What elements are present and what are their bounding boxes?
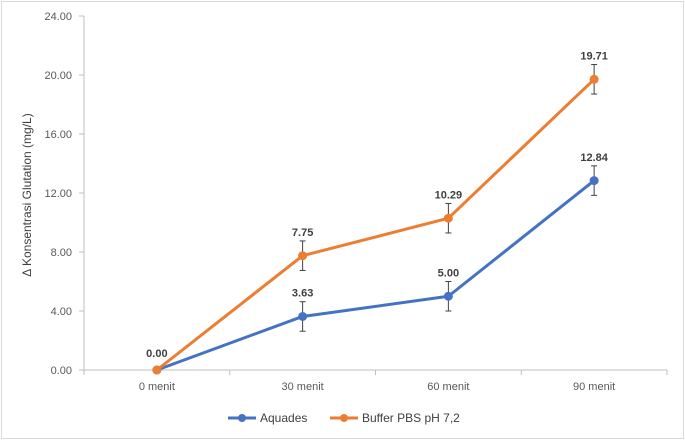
legend-label: Aquades xyxy=(260,411,307,425)
data-point xyxy=(589,74,599,84)
data-point xyxy=(443,213,453,223)
y-tick-label: 20.00 xyxy=(44,70,72,82)
x-tick-label: 90 menit xyxy=(573,381,615,393)
y-tick-label: 0.00 xyxy=(51,365,72,377)
y-axis-title: Δ Konsentrasi Glutation (mg/L) xyxy=(20,113,34,276)
y-tick-label: 8.00 xyxy=(51,247,72,259)
data-label: 3.63 xyxy=(292,288,313,300)
data-label: 19.71 xyxy=(580,51,608,63)
data-label: 0.00 xyxy=(146,348,167,360)
data-label: 5.00 xyxy=(438,268,459,280)
data-point xyxy=(152,365,162,375)
y-tick-label: 16.00 xyxy=(44,129,72,141)
data-point xyxy=(443,291,453,301)
legend-label: Buffer PBS pH 7,2 xyxy=(362,411,460,425)
legend-swatch-marker xyxy=(238,414,246,422)
y-tick-label: 24.00 xyxy=(44,11,72,23)
data-point xyxy=(298,251,308,261)
data-label: 12.84 xyxy=(580,152,608,164)
legend-swatch-marker xyxy=(340,414,348,422)
data-point xyxy=(298,311,308,321)
data-label: 7.75 xyxy=(292,227,313,239)
data-label: 10.29 xyxy=(435,189,463,201)
x-tick-label: 0 menit xyxy=(139,381,175,393)
series-line xyxy=(155,77,596,372)
y-tick-label: 4.00 xyxy=(51,306,72,318)
y-tick-label: 12.00 xyxy=(44,188,72,200)
series-line xyxy=(155,179,596,372)
data-point xyxy=(589,176,599,186)
x-tick-label: 60 menit xyxy=(427,381,469,393)
x-tick-label: 30 menit xyxy=(282,381,324,393)
